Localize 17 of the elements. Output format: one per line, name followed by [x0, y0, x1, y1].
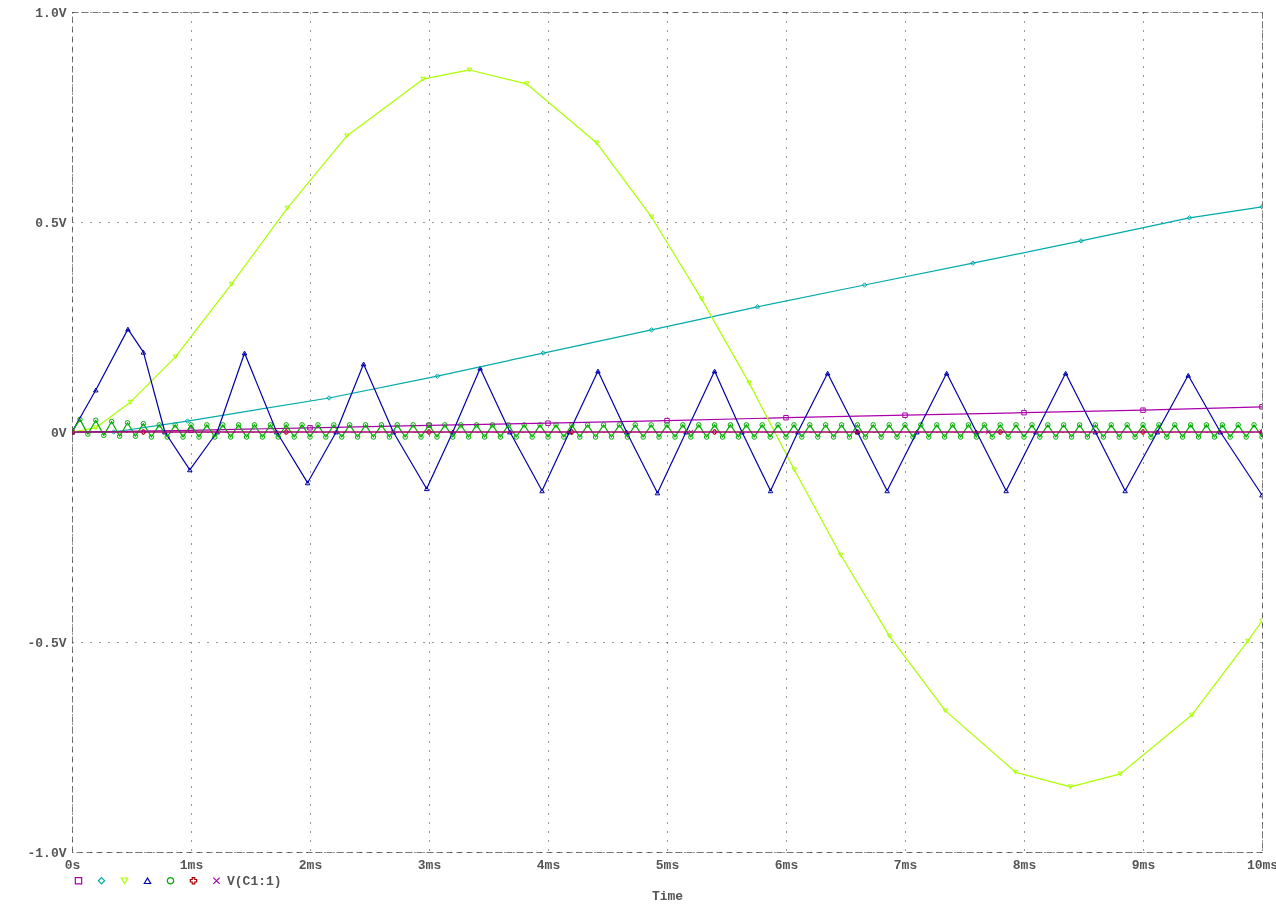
y-tick-label: -0.5V [27, 635, 67, 651]
x-tick-label: 4ms [536, 857, 561, 873]
x-tick-label: 3ms [417, 857, 442, 873]
y-tick-label: 0.5V [35, 215, 67, 231]
y-tick-label: -1.0V [27, 845, 67, 861]
x-tick-label: 6ms [774, 857, 799, 873]
y-tick-label: 1.0V [35, 5, 67, 21]
x-tick-label: 9ms [1131, 857, 1156, 873]
legend-label: V(C1:1) [227, 873, 282, 889]
x-axis-title: Time [651, 888, 684, 904]
x-tick-label: 1ms [179, 857, 204, 873]
x-tick-label: 5ms [655, 857, 680, 873]
x-tick-label: 0s [64, 857, 81, 873]
x-tick-label: 7ms [893, 857, 918, 873]
x-tick-label: 2ms [298, 857, 323, 873]
y-tick-label: 0V [50, 425, 67, 441]
x-tick-label: 8ms [1012, 857, 1037, 873]
